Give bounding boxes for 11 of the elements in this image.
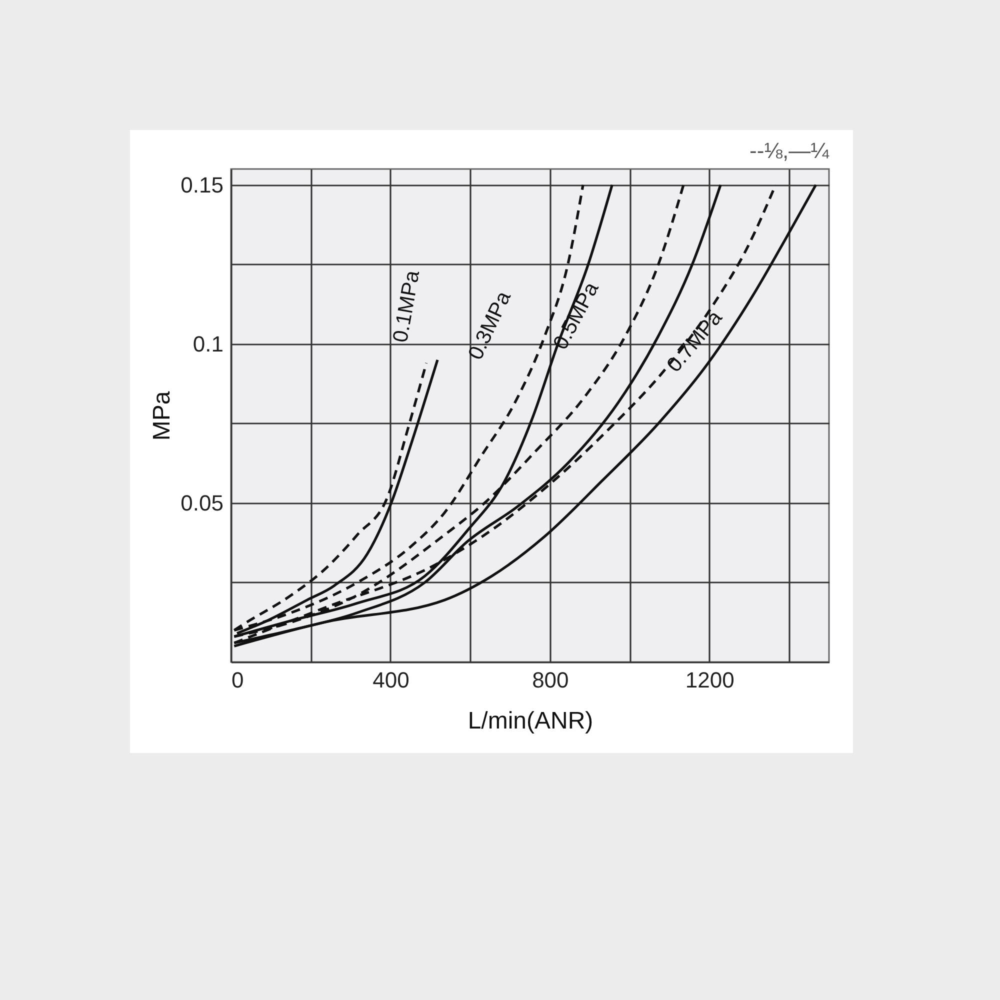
y-tick-label: 0.1 [192, 331, 224, 356]
x-axis-title: L/min(ANR) [468, 708, 594, 734]
x-tick-label: 400 [372, 668, 410, 692]
text: --⅛,—¼ [750, 138, 830, 163]
annotation: 0.1MPa [388, 268, 424, 344]
x-tick-label: 800 [532, 668, 569, 692]
x-tick-label: 0 [232, 668, 244, 692]
x-tick-label: 1200 [685, 668, 734, 692]
y-tick-label: 0.15 [180, 172, 224, 198]
y-tick-label: 0.05 [180, 490, 224, 516]
y-axis-title: MPa [148, 390, 176, 441]
